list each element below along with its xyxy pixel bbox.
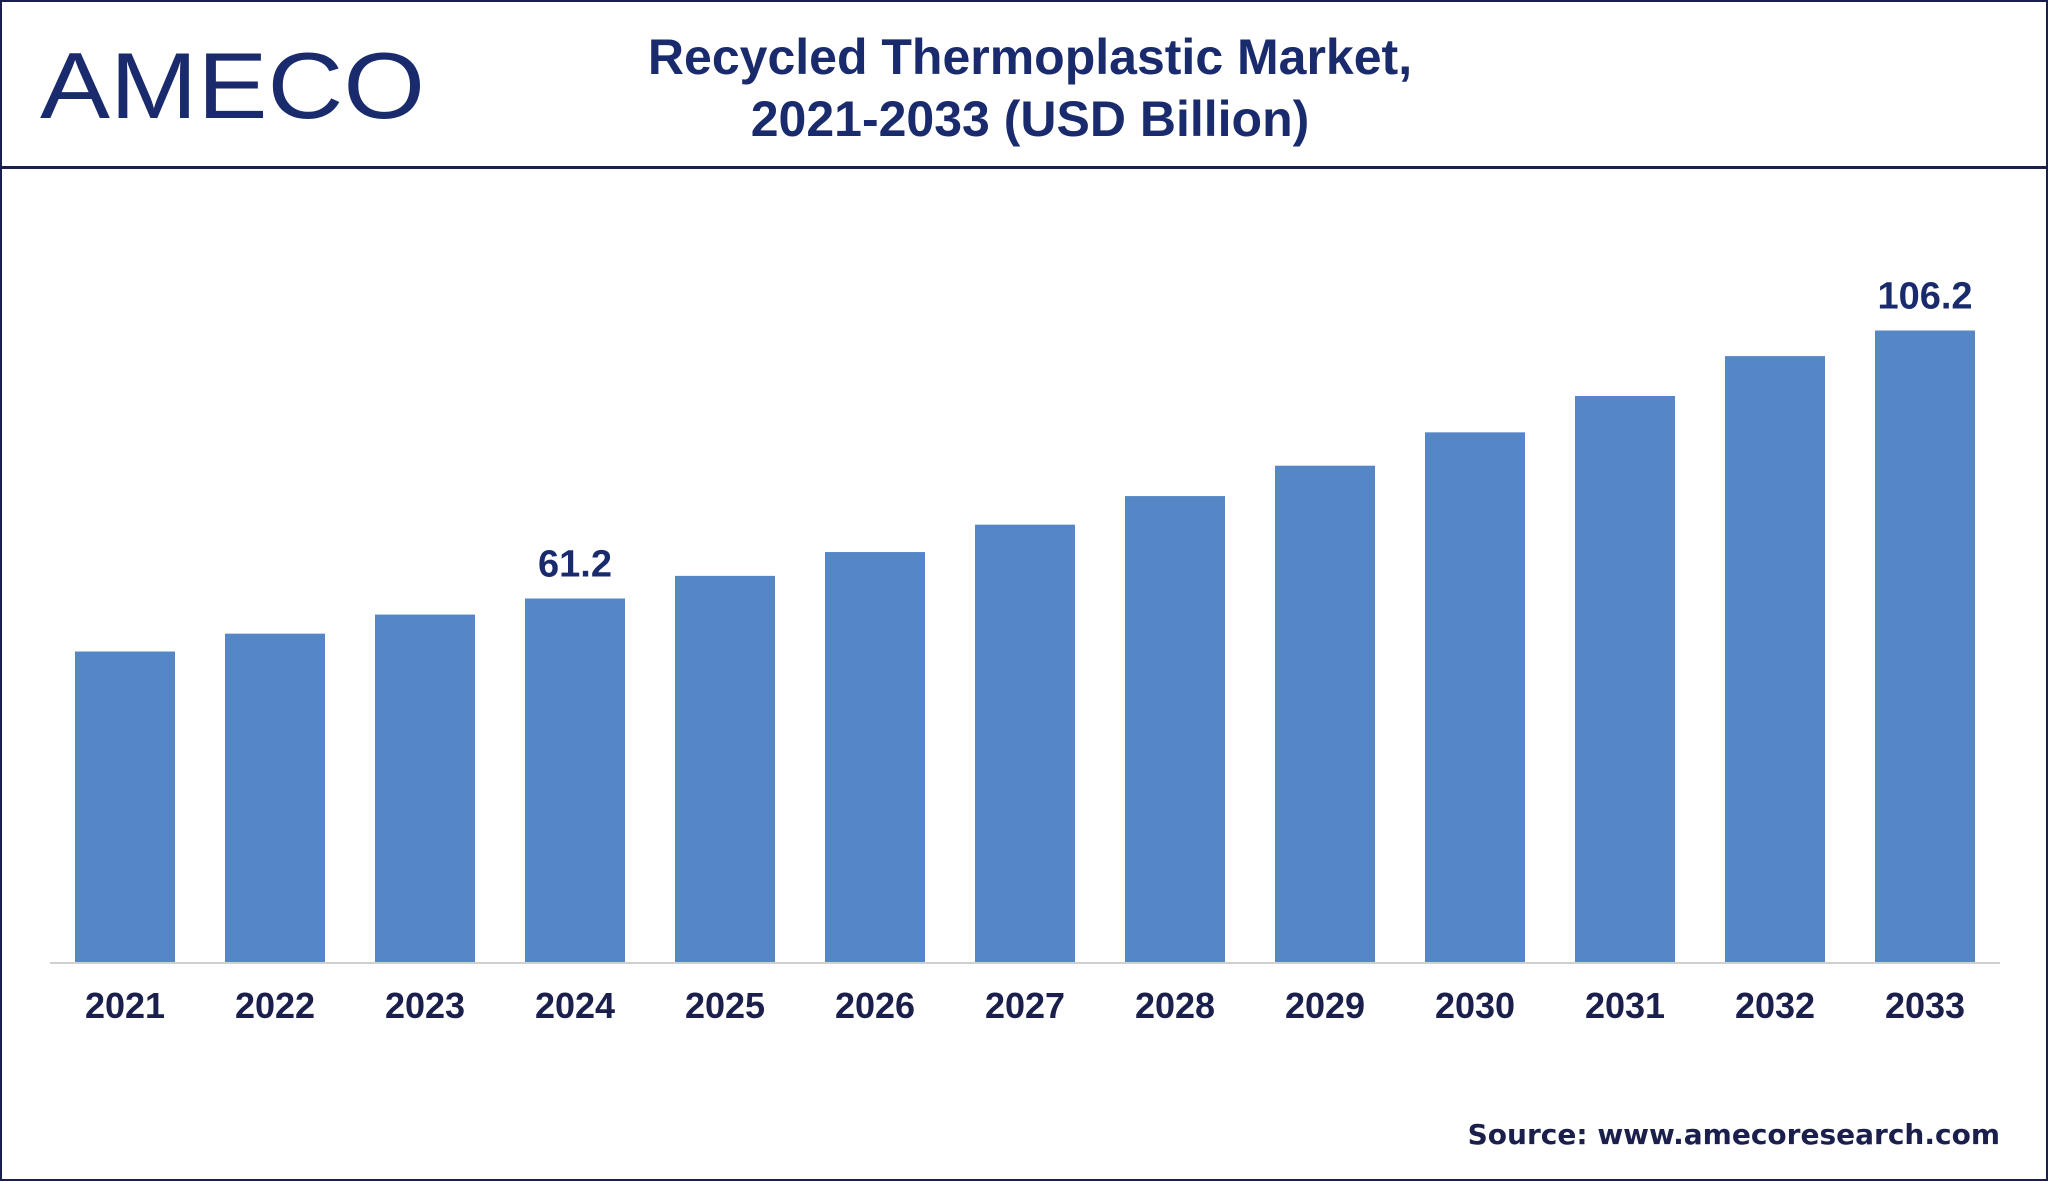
ameco-logo: AMECO	[40, 40, 425, 130]
bar-2023	[375, 614, 475, 963]
bar-2027	[975, 524, 1075, 963]
bar-2029	[1275, 465, 1375, 963]
bar-2026	[825, 552, 925, 963]
x-tick-label-2028: 2028	[1135, 985, 1215, 1026]
x-tick-label-2025: 2025	[685, 985, 765, 1026]
bar-2032	[1725, 356, 1825, 963]
x-tick-label-2022: 2022	[235, 985, 315, 1026]
data-labels: 61.2 106.2	[538, 275, 1973, 585]
bar-2022	[225, 633, 325, 963]
chart-title-line-2: 2021-2033 (USD Billion)	[750, 91, 1310, 147]
x-tick-label-2032: 2032	[1735, 985, 1815, 1026]
bar-2031	[1575, 396, 1675, 963]
bar-2033	[1875, 330, 1975, 963]
bar-2028	[1125, 496, 1225, 963]
x-tick-label-2026: 2026	[835, 985, 915, 1026]
bars-group	[75, 330, 1975, 963]
x-tick-label-2033: 2033	[1885, 985, 1965, 1026]
x-tick-label-2024: 2024	[535, 985, 615, 1026]
source-credit: Source: www.amecoresearch.com	[1467, 1118, 2000, 1151]
bar-2021	[75, 651, 175, 963]
bar-2024	[525, 598, 625, 963]
chart-title-line-1: Recycled Thermoplastic Market,	[647, 29, 1413, 85]
x-tick-label-2021: 2021	[85, 985, 165, 1026]
data-label-2024: 61.2	[538, 544, 612, 586]
bar-2025	[675, 575, 775, 963]
x-tick-label-2031: 2031	[1585, 985, 1665, 1026]
x-tick-labels: 2021 2022 2023 2024 2025 2026 2027 2028 2029 2030…	[85, 985, 1965, 1026]
x-tick-label-2023: 2023	[385, 985, 465, 1026]
header-divider	[0, 166, 2048, 169]
x-tick-label-2027: 2027	[985, 985, 1065, 1026]
x-tick-label-2029: 2029	[1285, 985, 1365, 1026]
data-label-2033: 106.2	[1877, 275, 1972, 317]
x-tick-label-2030: 2030	[1435, 985, 1515, 1026]
chart-title: Recycled Thermoplastic Market, 2021-2033…	[440, 26, 1620, 150]
bar-2030	[1425, 432, 1525, 963]
logo-text: AMECO	[40, 40, 425, 130]
